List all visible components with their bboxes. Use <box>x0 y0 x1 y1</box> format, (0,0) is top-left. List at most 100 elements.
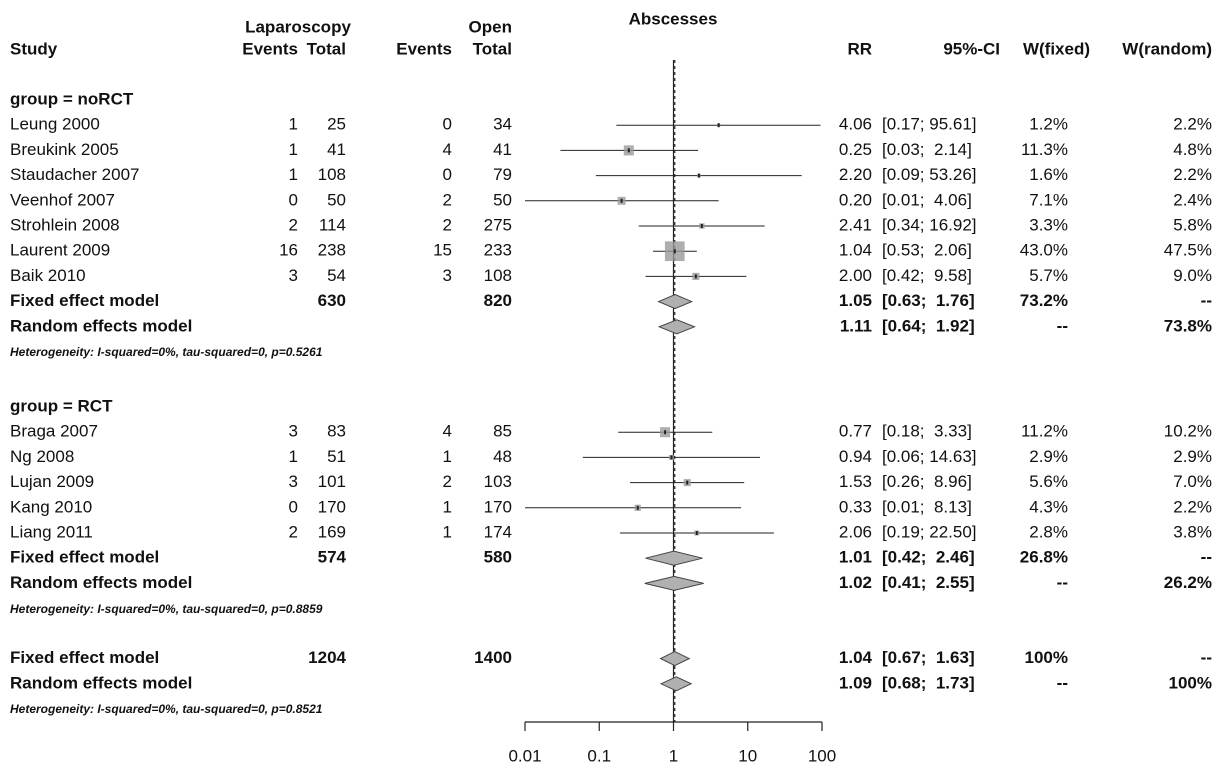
total: 85 <box>493 422 512 441</box>
events: 2 <box>289 522 298 541</box>
weight-random: 9.0% <box>1173 266 1212 285</box>
study-name: Random effects model <box>10 316 192 335</box>
column-header: 95%-CI <box>943 39 1000 58</box>
group-label: group = noRCT <box>10 89 134 108</box>
total: 83 <box>327 422 346 441</box>
weight-fixed: 2.9% <box>1029 447 1068 466</box>
events: 0 <box>289 497 298 516</box>
rr-label: 4.06 <box>839 115 872 134</box>
column-header: Events <box>242 39 298 58</box>
events: 4 <box>443 422 452 441</box>
study-name: Liang 2011 <box>10 522 93 541</box>
total: 114 <box>319 215 346 234</box>
ci-label: [0.01; 4.06] <box>882 190 972 209</box>
rr-label: 0.77 <box>839 422 872 441</box>
weight-fixed: 11.2% <box>1021 422 1068 441</box>
summary-diamond <box>659 676 693 692</box>
chart-title: Abscesses <box>629 9 718 28</box>
events: 3 <box>289 472 298 491</box>
x-tick-label: 0.1 <box>587 746 611 765</box>
events: 2 <box>443 472 452 491</box>
rr-label: 1.09 <box>839 673 872 692</box>
total: 41 <box>327 140 346 159</box>
weight-random: 2.2% <box>1173 115 1212 134</box>
total: 1400 <box>474 648 512 667</box>
weight-random: 47.5% <box>1164 241 1212 260</box>
study-name: Kang 2010 <box>10 497 92 516</box>
total: 1204 <box>308 648 346 667</box>
group-label: group = RCT <box>10 396 113 415</box>
events: 3 <box>289 422 298 441</box>
study-name: Breukink 2005 <box>10 140 119 159</box>
column-header: Total <box>307 39 346 58</box>
weight-fixed: -- <box>1057 573 1068 592</box>
total: 580 <box>484 548 512 567</box>
heterogeneity: Heterogeneity: I-squared=0%, tau-squared… <box>10 702 323 716</box>
weight-fixed: 4.3% <box>1029 497 1068 516</box>
ci-label: [0.63; 1.76] <box>882 291 975 310</box>
study-name: Staudacher 2007 <box>10 165 140 184</box>
events: 2 <box>443 190 452 209</box>
rr-label: 1.04 <box>839 241 872 260</box>
events: 2 <box>443 215 452 234</box>
events: 1 <box>289 165 298 184</box>
events: 4 <box>443 140 452 159</box>
study-name: Baik 2010 <box>10 266 86 285</box>
weight-fixed: 26.8% <box>1020 548 1068 567</box>
weight-random: 5.8% <box>1173 215 1212 234</box>
total: 275 <box>484 215 512 234</box>
events: 1 <box>443 497 452 516</box>
rr-label: 2.06 <box>839 522 872 541</box>
ci-label: [0.68; 1.73] <box>882 673 975 692</box>
x-tick-label: 1 <box>669 746 678 765</box>
study-name: Veenhof 2007 <box>10 190 115 209</box>
weight-random: 7.0% <box>1173 472 1212 491</box>
total: 630 <box>318 291 346 310</box>
ci-label: [0.01; 8.13] <box>882 497 972 516</box>
study-name: Random effects model <box>10 673 192 692</box>
total: 101 <box>318 472 346 491</box>
rr-label: 2.20 <box>839 165 872 184</box>
weight-fixed: 5.6% <box>1029 472 1068 491</box>
summary-diamond <box>657 294 694 310</box>
weight-random: 3.8% <box>1173 522 1212 541</box>
total: 25 <box>327 115 346 134</box>
total: 103 <box>484 472 512 491</box>
summary-diamond <box>645 550 703 566</box>
total: 48 <box>493 447 512 466</box>
column-header: Open <box>469 17 512 36</box>
rr-label: 2.41 <box>839 215 872 234</box>
total: 233 <box>484 241 512 260</box>
weight-fixed: 11.3% <box>1021 140 1068 159</box>
rr-label: 0.94 <box>839 447 872 466</box>
study-name: Strohlein 2008 <box>10 215 120 234</box>
weight-fixed: 7.1% <box>1029 190 1068 209</box>
total: 54 <box>327 266 346 285</box>
weight-random: 4.8% <box>1173 140 1212 159</box>
weight-random: -- <box>1201 291 1212 310</box>
rr-label: 0.25 <box>839 140 872 159</box>
events: 1 <box>443 522 452 541</box>
events: 3 <box>289 266 298 285</box>
events: 1 <box>289 115 298 134</box>
total: 41 <box>493 140 512 159</box>
total: 51 <box>327 447 346 466</box>
ci-label: [0.53; 2.06] <box>882 241 972 260</box>
events: 1 <box>289 447 298 466</box>
total: 169 <box>318 522 346 541</box>
total: 108 <box>318 165 346 184</box>
weight-fixed: 100% <box>1025 648 1068 667</box>
study-name: Fixed effect model <box>10 548 159 567</box>
weight-random: 26.2% <box>1164 573 1212 592</box>
column-header: Study <box>10 39 58 58</box>
column-header: RR <box>847 39 872 58</box>
total: 50 <box>493 190 512 209</box>
events: 0 <box>443 115 452 134</box>
ci-label: [0.41; 2.55] <box>882 573 975 592</box>
rr-label: 1.01 <box>839 548 872 567</box>
weight-fixed: 43.0% <box>1020 241 1068 260</box>
weight-fixed: 5.7% <box>1029 266 1068 285</box>
weight-fixed: -- <box>1057 316 1068 335</box>
total: 238 <box>318 241 346 260</box>
